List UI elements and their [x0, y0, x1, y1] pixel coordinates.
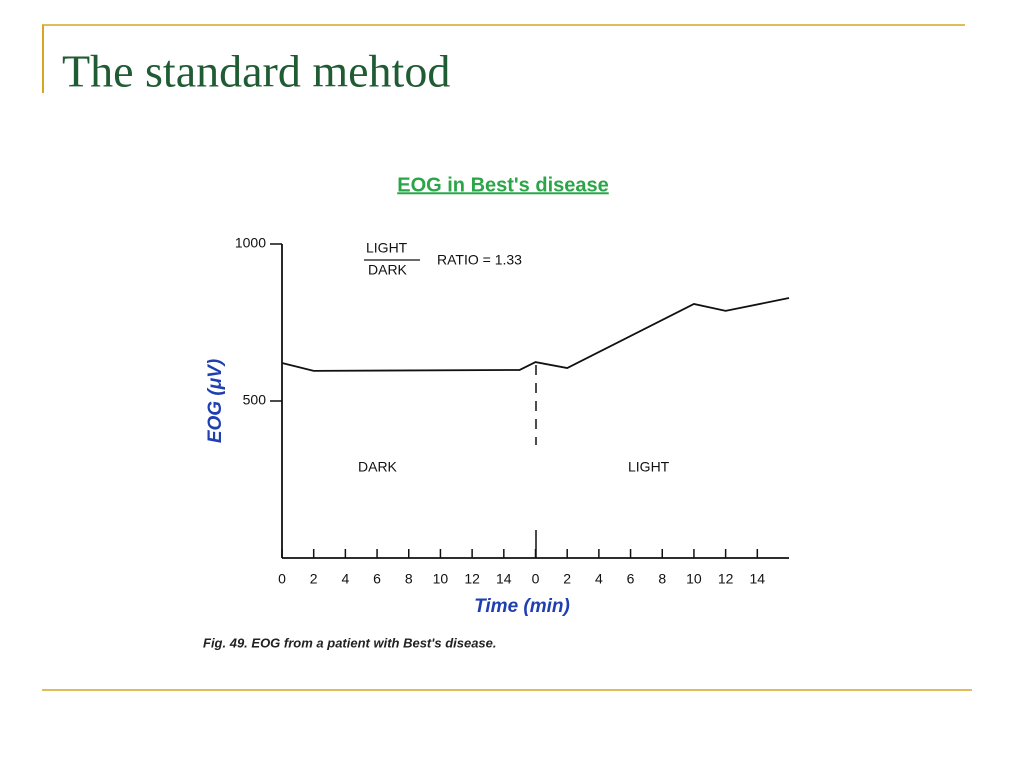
dark-label: DARK [358, 459, 398, 475]
x-tick-label: 0 [278, 571, 286, 587]
ratio-denominator: DARK [368, 262, 408, 278]
chart-title: EOG in Best's disease [397, 174, 609, 196]
x-tick-label: 6 [627, 571, 635, 587]
x-tick-label: 10 [686, 571, 702, 587]
y-tick-label: 500 [243, 392, 267, 408]
x-tick-label: 14 [750, 571, 766, 587]
light-label: LIGHT [628, 459, 670, 475]
x-tick-label: 0 [532, 571, 540, 587]
x-tick-label: 2 [310, 571, 318, 587]
x-tick-label: 4 [595, 571, 603, 587]
data-line [281, 297, 790, 372]
x-tick-label: 10 [433, 571, 449, 587]
y-axis-label: EOG (μV) [205, 359, 226, 443]
caption: Fig. 49. EOG from a patient with Best's … [203, 635, 497, 650]
x-tick-label: 12 [718, 571, 734, 587]
x-tick-label: 8 [405, 571, 413, 587]
ratio-numerator: LIGHT [366, 240, 408, 256]
slide-title: The standard mehtod [62, 46, 450, 97]
x-tick-label: 14 [496, 571, 512, 587]
x-tick-label: 6 [373, 571, 381, 587]
ratio-text: RATIO = 1.33 [437, 252, 522, 268]
y-tick-label: 1000 [235, 235, 266, 251]
x-tick-label: 12 [464, 571, 480, 587]
x-tick-label: 8 [658, 571, 666, 587]
x-tick-label: 4 [341, 571, 349, 587]
x-tick-label: 2 [563, 571, 571, 587]
x-axis-label: Time (min) [474, 596, 570, 617]
